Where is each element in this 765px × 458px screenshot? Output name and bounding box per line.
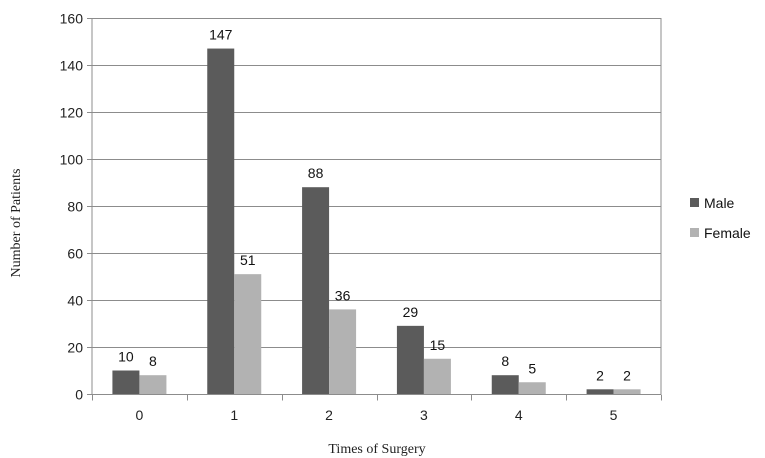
legend-swatch-male: [690, 198, 699, 207]
x-tick-label: 5: [610, 407, 618, 423]
bar-female: [234, 274, 262, 394]
bar-male: [586, 389, 614, 394]
bar-female: [518, 382, 546, 394]
data-label: 8: [149, 353, 157, 369]
x-axis-title: Times of Surgery: [328, 442, 425, 457]
gridlines: [87, 18, 662, 395]
x-tick-label: 0: [136, 407, 144, 423]
legend-label-male: Male: [704, 195, 735, 211]
data-label: 2: [596, 367, 604, 383]
y-tick-label: 140: [60, 58, 84, 74]
y-tick-label: 40: [67, 293, 83, 309]
y-axis-title: Number of Patients: [9, 169, 24, 278]
y-tick-label: 100: [60, 152, 84, 168]
y-tick-label: 20: [67, 340, 83, 356]
y-tick-label: 60: [67, 246, 83, 262]
x-tick-label: 1: [230, 407, 238, 423]
y-tick-label: 0: [75, 387, 83, 403]
y-tick-label: 120: [60, 105, 84, 121]
data-label: 15: [430, 337, 446, 353]
data-label: 88: [308, 165, 324, 181]
bar-male: [112, 370, 140, 394]
bar-female: [613, 389, 641, 394]
legend-swatch-female: [690, 228, 699, 237]
x-tick-label: 2: [325, 407, 333, 423]
data-label: 36: [335, 287, 351, 303]
data-label: 51: [240, 252, 256, 268]
data-label: 8: [501, 353, 509, 369]
data-label: 29: [403, 304, 419, 320]
data-label: 10: [118, 349, 134, 365]
x-tick-label: 4: [515, 407, 523, 423]
data-label: 5: [528, 360, 536, 376]
y-tick-label: 80: [67, 199, 83, 215]
bar-male: [491, 375, 519, 394]
bar-female: [139, 375, 167, 394]
bar-male: [302, 187, 330, 394]
bars: [112, 48, 641, 395]
y-axis-ticks: 0 20 40 60 80 100 120 140 160: [60, 11, 84, 403]
data-label: 147: [209, 27, 233, 43]
x-axis: 0 1 2 3 4 5: [92, 394, 662, 423]
data-label: 2: [623, 367, 631, 383]
x-tick-label: 3: [420, 407, 428, 423]
bar-female: [329, 309, 357, 394]
bar-female: [423, 358, 451, 394]
bar-male: [396, 325, 424, 394]
legend-label-female: Female: [704, 225, 751, 241]
bar-male: [207, 48, 235, 395]
data-labels: 10 147 88 29 8 2 8 51 36 15 5 2: [118, 27, 631, 384]
legend: Male Female: [690, 195, 751, 241]
y-tick-label: 160: [60, 11, 84, 27]
